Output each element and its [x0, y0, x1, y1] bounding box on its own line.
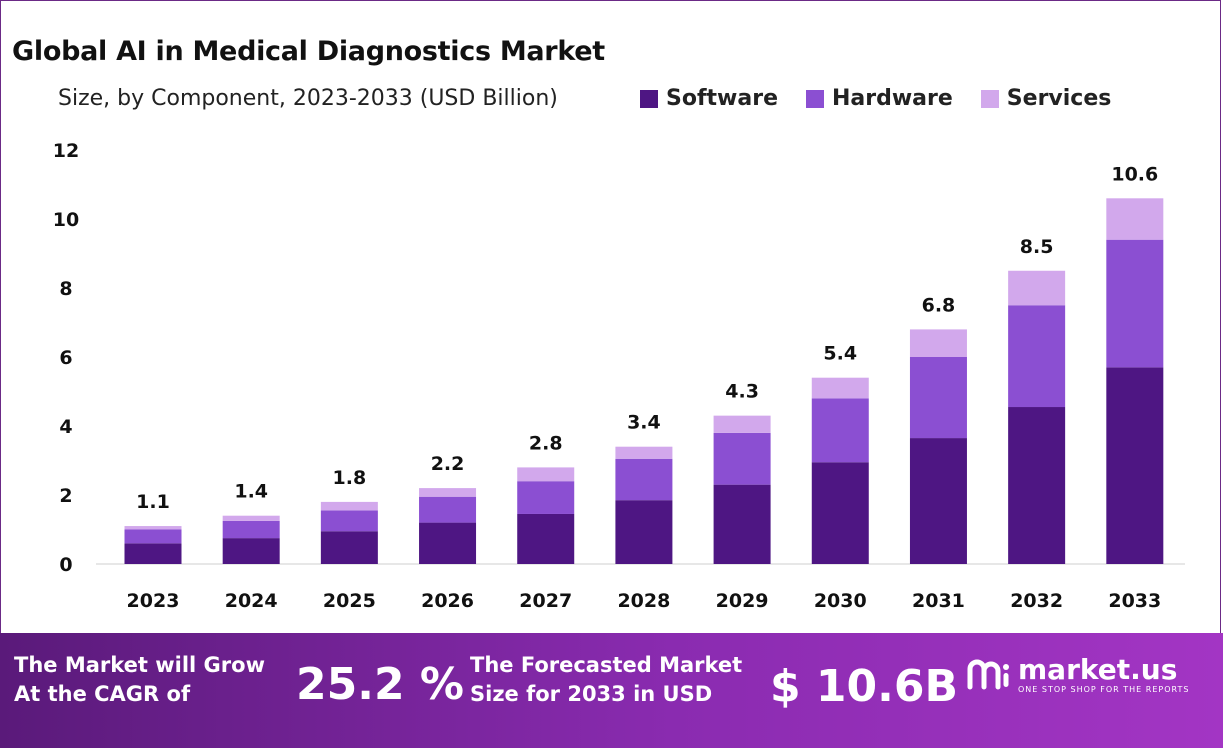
total-label-2028: 3.4	[627, 412, 661, 434]
cagr-caption-line2: At the CAGR of	[14, 682, 191, 706]
bar-services-2026	[419, 488, 477, 497]
bar-hardware-2030	[811, 398, 869, 463]
x-tick-label-2031: 2031	[912, 590, 965, 612]
bar-software-2031	[909, 438, 967, 564]
cagr-value: 25.2 %	[296, 659, 464, 710]
bar-hardware-2028	[615, 458, 673, 501]
total-label-2025: 1.8	[333, 467, 367, 489]
bar-hardware-2023	[124, 529, 182, 544]
bar-services-2029	[713, 415, 771, 433]
total-label-2030: 5.4	[823, 343, 857, 365]
bar-services-2030	[811, 377, 869, 399]
y-tick-label: 2	[59, 485, 72, 507]
forecast-value: $ 10.6B	[770, 661, 959, 712]
legend-label-software: Software	[666, 86, 778, 111]
legend-label-services: Services	[1006, 86, 1112, 111]
y-tick-label: 12	[53, 140, 79, 162]
y-tick-label: 8	[59, 278, 72, 300]
forecast-caption-line1: The Forecasted Market	[470, 653, 743, 677]
bar-hardware-2025	[320, 510, 378, 532]
legend-item-software: Software	[640, 86, 778, 111]
bar-software-2033	[1106, 367, 1164, 564]
bar-services-2024	[222, 515, 280, 521]
x-tick-label-2025: 2025	[323, 590, 376, 612]
bar-services-2028	[615, 446, 673, 459]
x-tick-label-2033: 2033	[1108, 590, 1161, 612]
y-tick-label: 0	[59, 554, 72, 576]
total-label-2024: 1.4	[234, 481, 268, 503]
y-tick-label: 4	[59, 416, 72, 438]
x-tick-label-2024: 2024	[225, 590, 278, 612]
bar-services-2025	[320, 501, 378, 511]
x-tick-label-2032: 2032	[1010, 590, 1063, 612]
legend-item-hardware: Hardware	[806, 86, 953, 111]
x-tick-label-2026: 2026	[421, 590, 474, 612]
x-tick-label-2028: 2028	[617, 590, 670, 612]
market-us-logo-icon	[967, 659, 1009, 690]
bar-software-2027	[517, 513, 575, 564]
total-label-2032: 8.5	[1020, 236, 1054, 258]
bar-services-2031	[909, 329, 967, 357]
bar-hardware-2024	[222, 520, 280, 539]
bar-services-2032	[1008, 270, 1066, 306]
bar-software-2026	[419, 522, 477, 564]
total-label-2031: 6.8	[922, 294, 956, 316]
x-tick-label-2023: 2023	[127, 590, 180, 612]
total-label-2026: 2.2	[431, 453, 465, 475]
legend-label-hardware: Hardware	[832, 86, 953, 111]
bar-services-2033	[1106, 198, 1164, 240]
bar-software-2025	[320, 531, 378, 564]
bar-software-2032	[1008, 407, 1066, 564]
cagr-caption-line1: The Market will Grow	[14, 653, 265, 677]
summary-banner: The Market will Grow At the CAGR of 25.2…	[0, 633, 1223, 748]
total-label-2027: 2.8	[529, 432, 563, 454]
x-tick-label-2030: 2030	[814, 590, 867, 612]
cagr-caption: The Market will Grow At the CAGR of	[14, 651, 265, 709]
total-label-2033: 10.6	[1111, 163, 1158, 185]
bar-services-2023	[124, 526, 182, 530]
x-tick-label-2027: 2027	[519, 590, 572, 612]
forecast-caption: The Forecasted Market Size for 2033 in U…	[470, 651, 742, 709]
legend-item-services: Services	[980, 86, 1112, 111]
legend-swatch-hardware	[806, 89, 824, 108]
forecast-caption-line2: Size for 2033 in USD	[470, 682, 713, 706]
bar-hardware-2027	[517, 481, 575, 514]
y-tick-label: 10	[53, 209, 79, 231]
bar-hardware-2031	[909, 357, 967, 439]
y-tick-label: 6	[59, 347, 72, 369]
chart-title: Global AI in Medical Diagnostics Market	[12, 36, 605, 67]
logo-name: market.us	[1018, 653, 1178, 686]
market-us-logo: market.us ONE STOP SHOP FOR THE REPORTS	[966, 655, 1189, 695]
bar-software-2029	[713, 484, 771, 564]
bar-software-2023	[124, 543, 182, 564]
x-tick-label-2029: 2029	[716, 590, 769, 612]
bar-hardware-2029	[713, 432, 771, 485]
chart-legend: Software Hardware Services	[640, 86, 1139, 111]
legend-swatch-software	[640, 89, 658, 108]
bar-software-2028	[615, 500, 673, 564]
bar-hardware-2033	[1106, 239, 1164, 368]
chart-subtitle: Size, by Component, 2023-2033 (USD Billi…	[58, 86, 558, 111]
legend-swatch-services	[980, 89, 999, 108]
bar-hardware-2032	[1008, 305, 1066, 408]
bar-services-2027	[517, 467, 575, 482]
total-label-2029: 4.3	[725, 381, 759, 403]
stacked-bar-chart: 0 2 4 6 8 10 12 1.1 2023 1.4 2024 1.8 2025 2.2 2026 2.8…	[53, 140, 1185, 612]
bar-software-2024	[222, 538, 280, 564]
logo-tagline: ONE STOP SHOP FOR THE REPORTS	[1018, 685, 1190, 694]
bar-software-2030	[811, 462, 869, 564]
total-label-2023: 1.1	[136, 491, 170, 513]
bar-hardware-2026	[419, 496, 477, 523]
